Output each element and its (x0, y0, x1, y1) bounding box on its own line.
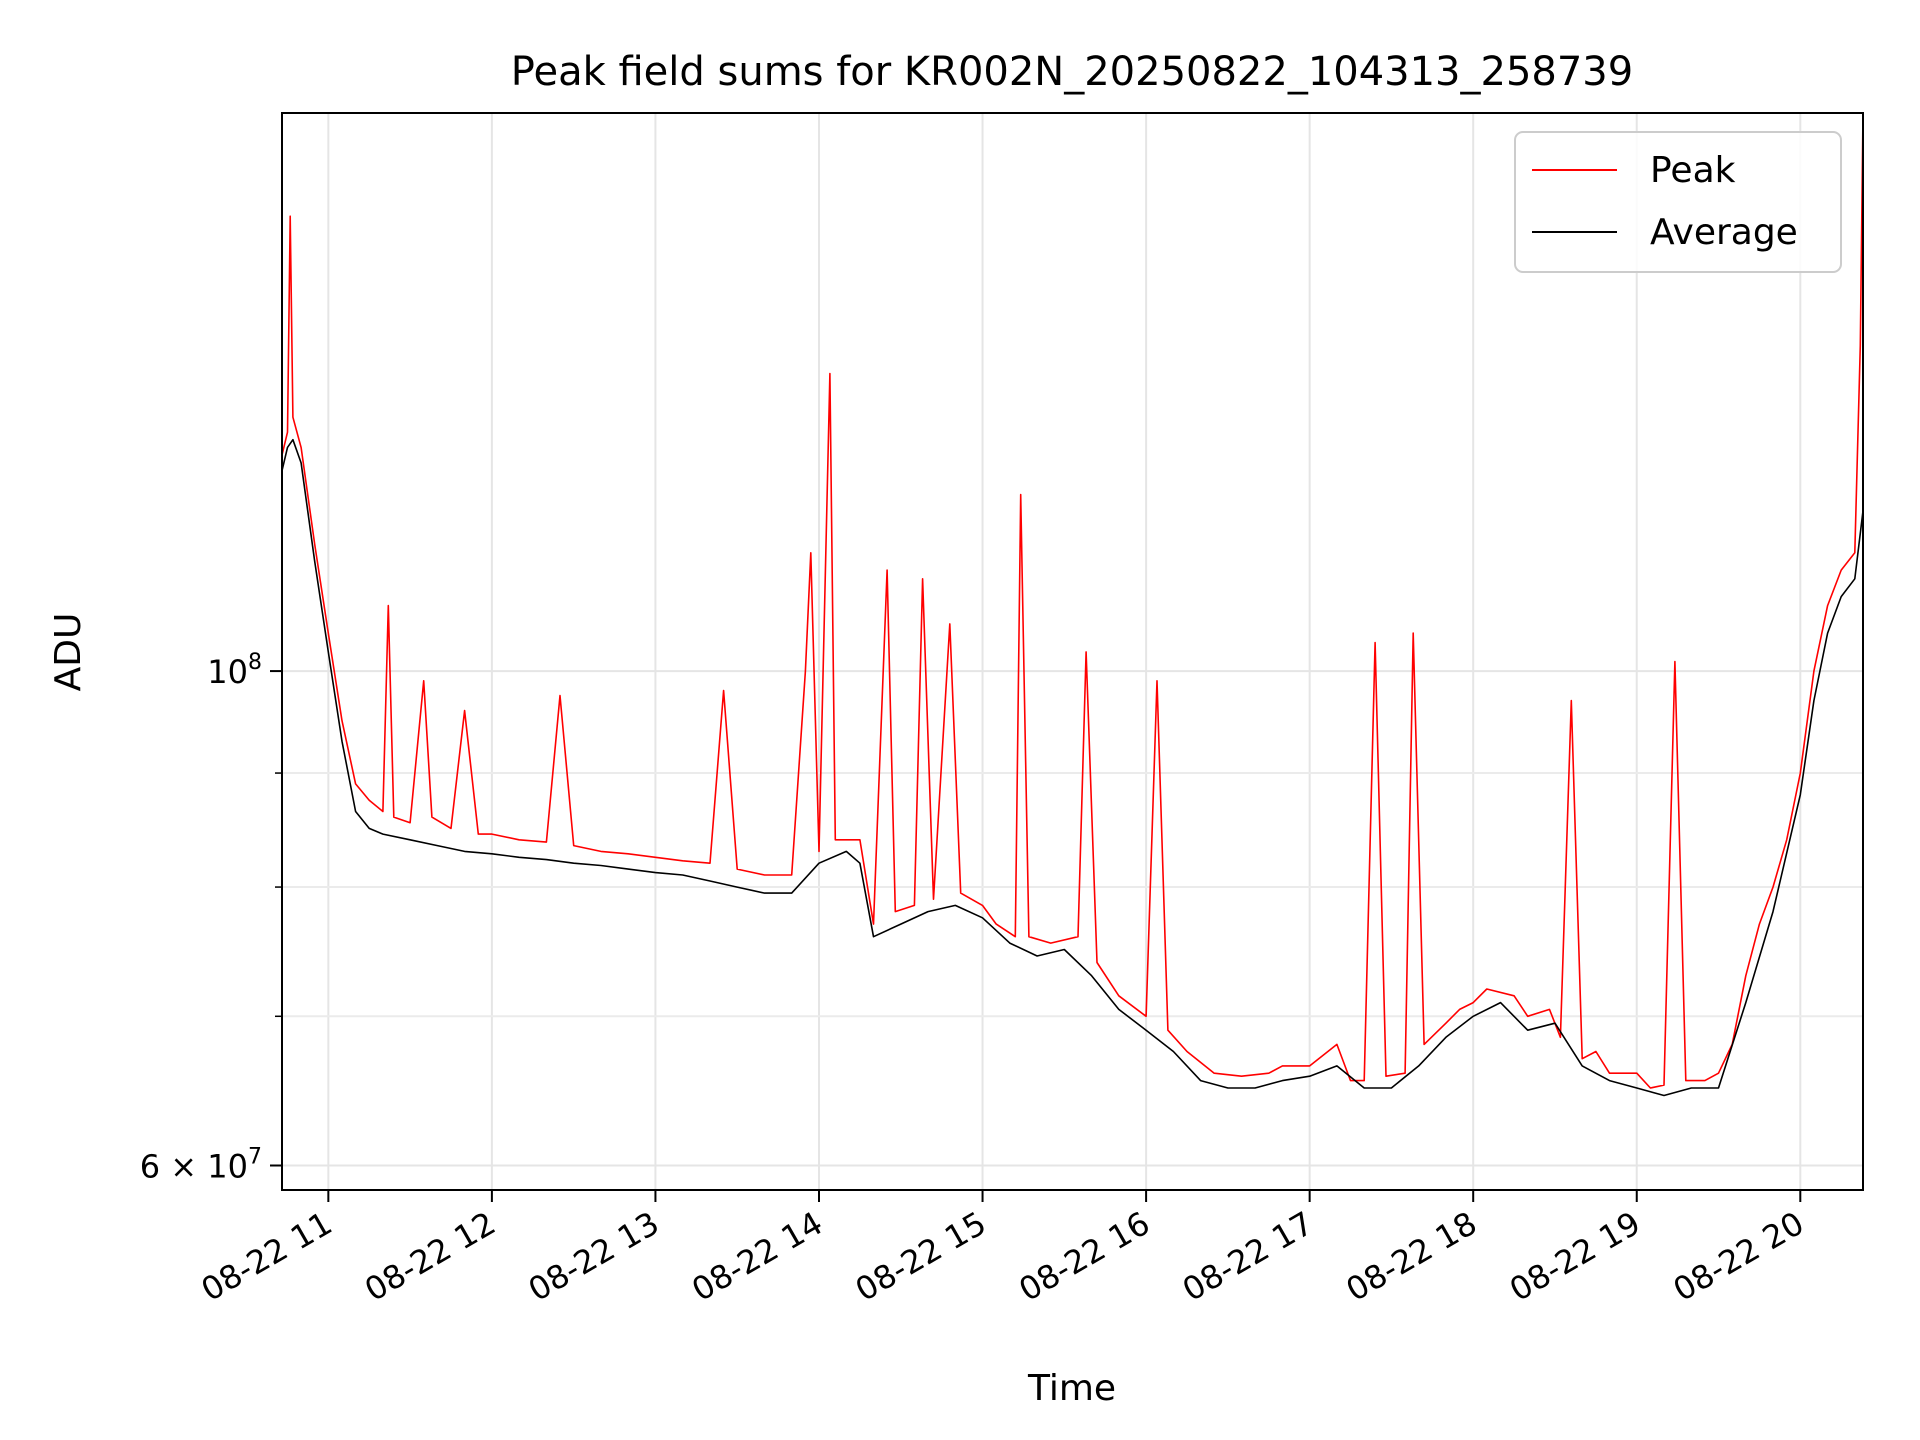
y-tick-label: 108 (207, 650, 262, 691)
series-line-peak (282, 113, 1863, 1089)
legend: Peak Average (1514, 131, 1842, 273)
y-axis-label: ADU (48, 613, 89, 692)
x-axis-label: Time (1027, 1368, 1116, 1409)
legend-label-average: Average (1650, 212, 1798, 253)
legend-box (1514, 131, 1842, 273)
grid (282, 113, 1863, 1190)
plot-frame (281, 112, 1864, 1191)
y-axis: 6 × 107 108 (140, 650, 282, 1185)
plot-area (282, 113, 1863, 1097)
legend-label-peak: Peak (1650, 150, 1736, 191)
y-tick-label: 6 × 107 (140, 1144, 262, 1185)
series-line-average (282, 438, 1863, 1097)
chart-title: Peak field sums for KR002N_20250822_1043… (511, 49, 1633, 95)
